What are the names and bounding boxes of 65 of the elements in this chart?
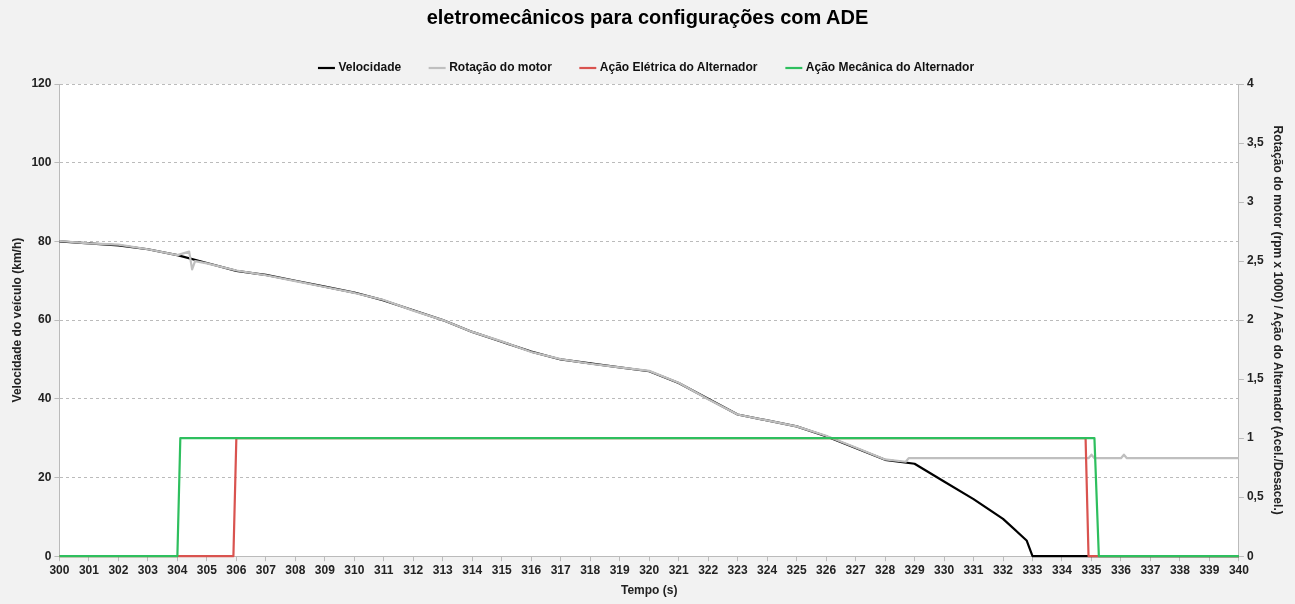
y-tick-label: 120 <box>31 76 52 91</box>
legend-label: Rotação do motor <box>449 60 553 75</box>
x-tick-label: 326 <box>816 562 837 577</box>
x-tick-label: 337 <box>1140 562 1161 577</box>
y2-tick-label: 2,5 <box>1246 253 1264 268</box>
x-tick-label: 319 <box>609 562 631 577</box>
x-tick-label: 318 <box>580 562 601 577</box>
y2-tick-label: 2 <box>1246 312 1254 327</box>
x-axis-title: Tempo (s) <box>620 583 678 598</box>
y-tick-label: 20 <box>38 469 52 484</box>
x-tick-label: 312 <box>403 562 424 577</box>
y-tick-label: 100 <box>31 155 52 170</box>
x-tick-label: 314 <box>462 562 483 577</box>
y-tick-label: 0 <box>44 548 52 563</box>
x-tick-label: 316 <box>521 562 542 577</box>
x-tick-label: 321 <box>668 562 689 577</box>
y-tick-label: 80 <box>38 233 52 248</box>
x-tick-label: 302 <box>108 562 129 577</box>
y2-axis-title: Rotação do motor (rpm x 1000) / Ação do Alternador (Acel./Desacel.) <box>1271 125 1286 515</box>
x-tick-label: 306 <box>226 562 247 577</box>
x-tick-label: 305 <box>196 562 218 577</box>
chart-title: eletromecânicos para configurações com ADE <box>426 5 869 28</box>
x-tick-label: 303 <box>137 562 159 577</box>
legend-label: Ação Elétrica do Alternador <box>599 60 758 75</box>
x-tick-label: 311 <box>374 562 394 577</box>
x-tick-label: 300 <box>49 562 70 577</box>
x-tick-label: 332 <box>993 562 1014 577</box>
y2-tick-label: 1,5 <box>1246 371 1264 386</box>
x-tick-label: 336 <box>1110 562 1132 577</box>
y-tick-label: 40 <box>38 391 52 406</box>
x-tick-label: 313 <box>432 562 454 577</box>
x-tick-label: 315 <box>491 562 513 577</box>
x-tick-label: 323 <box>727 562 748 577</box>
x-tick-label: 340 <box>1228 562 1250 577</box>
legend-label: Ação Mecânica do Alternador <box>805 60 975 75</box>
x-tick-label: 308 <box>285 562 306 577</box>
x-tick-label: 328 <box>875 562 896 577</box>
x-tick-label: 330 <box>934 562 955 577</box>
x-tick-label: 322 <box>698 562 719 577</box>
x-tick-label: 325 <box>786 562 807 577</box>
x-tick-label: 317 <box>550 562 572 577</box>
x-tick-label: 338 <box>1169 562 1191 577</box>
x-tick-label: 320 <box>639 562 660 577</box>
y2-tick-label: 4 <box>1246 76 1254 91</box>
x-tick-label: 335 <box>1081 562 1102 577</box>
x-tick-label: 331 <box>963 562 984 577</box>
x-tick-label: 324 <box>757 562 778 577</box>
x-tick-label: 304 <box>167 562 188 577</box>
y-tick-label: 60 <box>38 312 52 327</box>
legend-label: Velocidade <box>338 60 402 75</box>
x-tick-label: 334 <box>1051 562 1073 577</box>
x-tick-label: 310 <box>344 562 365 577</box>
y2-tick-label: 0,5 <box>1246 489 1264 504</box>
y2-tick-label: 0 <box>1246 548 1254 563</box>
x-tick-label: 307 <box>255 562 277 577</box>
y-axis-title: Velocidade do veículo (km/h) <box>9 237 24 403</box>
x-tick-label: 309 <box>314 562 336 577</box>
x-tick-label: 327 <box>845 562 866 577</box>
y2-tick-label: 3,5 <box>1246 135 1264 150</box>
y2-tick-label: 3 <box>1246 194 1254 209</box>
x-tick-label: 301 <box>78 562 100 577</box>
y2-tick-label: 1 <box>1246 430 1254 445</box>
x-tick-label: 329 <box>904 562 925 577</box>
x-tick-label: 333 <box>1022 562 1043 577</box>
x-tick-label: 339 <box>1199 562 1220 577</box>
